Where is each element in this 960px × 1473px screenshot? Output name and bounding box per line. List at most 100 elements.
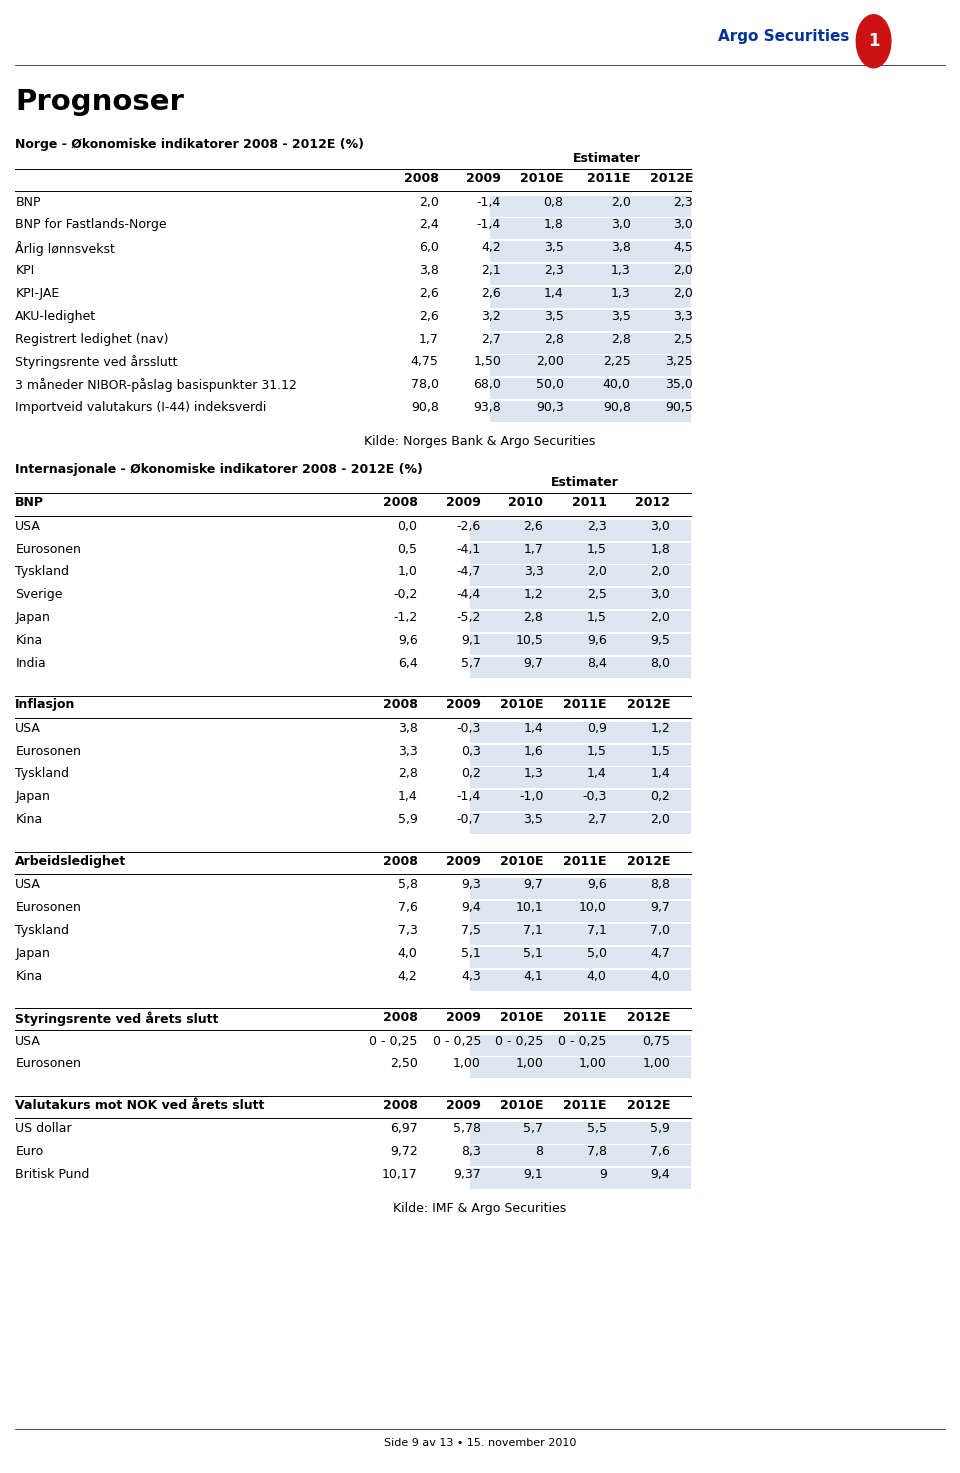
Text: 0 - 0,25: 0 - 0,25 (559, 1034, 607, 1047)
Text: 1,00: 1,00 (642, 1058, 670, 1071)
Text: 9,72: 9,72 (390, 1146, 418, 1158)
Text: USA: USA (15, 1034, 41, 1047)
Text: -1,2: -1,2 (394, 611, 418, 625)
Text: BNP: BNP (15, 496, 44, 510)
Text: 68,0: 68,0 (473, 379, 501, 392)
Text: Argo Securities: Argo Securities (718, 29, 850, 44)
Text: 2,6: 2,6 (481, 287, 501, 300)
Text: Internasjonale - Økonomiske indikatorer 2008 - 2012E (%): Internasjonale - Økonomiske indikatorer … (15, 463, 423, 476)
Text: 3,25: 3,25 (665, 355, 693, 368)
Bar (470, 901, 691, 922)
Text: 3,3: 3,3 (673, 309, 693, 323)
Text: 1,8: 1,8 (543, 218, 564, 231)
Text: Eurosonen: Eurosonen (15, 745, 82, 757)
Text: USA: USA (15, 878, 41, 891)
Bar (470, 1058, 691, 1078)
Text: 2011E: 2011E (564, 854, 607, 868)
Text: 1,4: 1,4 (543, 287, 564, 300)
Text: 4,1: 4,1 (523, 969, 543, 982)
Text: 1,3: 1,3 (611, 264, 631, 277)
Text: 1,4: 1,4 (650, 767, 670, 781)
Text: 5,0: 5,0 (587, 947, 607, 960)
Text: Kina: Kina (15, 813, 42, 826)
Text: -0,3: -0,3 (457, 722, 481, 735)
Text: 2012E: 2012E (627, 1099, 670, 1112)
Text: Side 9 av 13 • 15. november 2010: Side 9 av 13 • 15. november 2010 (384, 1438, 576, 1448)
Text: -4,1: -4,1 (457, 542, 481, 555)
Text: 1,5: 1,5 (587, 745, 607, 757)
Text: 2012E: 2012E (627, 698, 670, 711)
Bar (490, 264, 691, 286)
Text: 2008: 2008 (383, 854, 418, 868)
Text: 2,8: 2,8 (611, 333, 631, 346)
Text: 3,8: 3,8 (419, 264, 439, 277)
Text: 9,6: 9,6 (587, 633, 607, 647)
Text: 2009: 2009 (446, 1010, 481, 1024)
Text: 0,9: 0,9 (587, 722, 607, 735)
Text: 7,6: 7,6 (397, 901, 418, 915)
Text: 2,3: 2,3 (673, 196, 693, 209)
Text: 3 måneder NIBOR-påslag basispunkter 31.12: 3 måneder NIBOR-påslag basispunkter 31.1… (15, 379, 298, 392)
Text: 4,2: 4,2 (397, 969, 418, 982)
Text: 3,2: 3,2 (481, 309, 501, 323)
Text: 3,5: 3,5 (543, 309, 564, 323)
Text: Kilde: IMF & Argo Securities: Kilde: IMF & Argo Securities (394, 1202, 566, 1215)
Bar (470, 520, 691, 541)
Bar (470, 947, 691, 968)
Text: 0,3: 0,3 (461, 745, 481, 757)
Text: 7,1: 7,1 (523, 924, 543, 937)
Bar (470, 767, 691, 788)
Text: 2008: 2008 (383, 698, 418, 711)
Text: 2,0: 2,0 (587, 566, 607, 579)
Text: -1,4: -1,4 (457, 791, 481, 803)
Text: 6,0: 6,0 (419, 242, 439, 255)
Text: 1,7: 1,7 (523, 542, 543, 555)
Text: 1,6: 1,6 (523, 745, 543, 757)
Text: 8,8: 8,8 (650, 878, 670, 891)
Text: 9,7: 9,7 (523, 657, 543, 670)
Text: 2012E: 2012E (627, 1010, 670, 1024)
Bar (470, 745, 691, 766)
Text: 2009: 2009 (446, 698, 481, 711)
Text: 1,5: 1,5 (587, 542, 607, 555)
Text: 10,1: 10,1 (516, 901, 543, 915)
Text: 2011E: 2011E (564, 1010, 607, 1024)
Text: 9,1: 9,1 (461, 633, 481, 647)
Text: Sverige: Sverige (15, 588, 62, 601)
Text: 9,6: 9,6 (587, 878, 607, 891)
Text: Inflasjon: Inflasjon (15, 698, 76, 711)
Text: 90,8: 90,8 (603, 401, 631, 414)
Text: 9: 9 (599, 1168, 607, 1181)
Text: Styringsrente ved årets slutt: Styringsrente ved årets slutt (15, 1010, 219, 1025)
Text: 2,8: 2,8 (397, 767, 418, 781)
Bar (490, 309, 691, 331)
Text: 8,4: 8,4 (587, 657, 607, 670)
Text: 3,5: 3,5 (611, 309, 631, 323)
Text: Japan: Japan (15, 947, 50, 960)
Text: Styringsrente ved årsslutt: Styringsrente ved årsslutt (15, 355, 178, 370)
Text: 1,00: 1,00 (516, 1058, 543, 1071)
Bar (490, 401, 691, 423)
Bar (490, 196, 691, 217)
Text: 2009: 2009 (467, 172, 501, 186)
Text: Japan: Japan (15, 791, 50, 803)
Text: 2008: 2008 (404, 172, 439, 186)
Text: 0,2: 0,2 (461, 767, 481, 781)
Text: 1,4: 1,4 (587, 767, 607, 781)
Text: 7,8: 7,8 (587, 1146, 607, 1158)
Text: AKU-ledighet: AKU-ledighet (15, 309, 97, 323)
Text: 7,5: 7,5 (461, 924, 481, 937)
Text: 3,0: 3,0 (650, 588, 670, 601)
Text: -0,2: -0,2 (394, 588, 418, 601)
Text: 2,6: 2,6 (419, 309, 439, 323)
Text: BNP: BNP (15, 196, 41, 209)
Text: -1,4: -1,4 (477, 196, 501, 209)
Text: 0,75: 0,75 (642, 1034, 670, 1047)
Text: 2,0: 2,0 (611, 196, 631, 209)
Text: 5,8: 5,8 (397, 878, 418, 891)
Text: 1,3: 1,3 (611, 287, 631, 300)
Text: 5,9: 5,9 (397, 813, 418, 826)
Text: 2009: 2009 (446, 854, 481, 868)
Text: 2008: 2008 (383, 1099, 418, 1112)
Bar (470, 1122, 691, 1143)
